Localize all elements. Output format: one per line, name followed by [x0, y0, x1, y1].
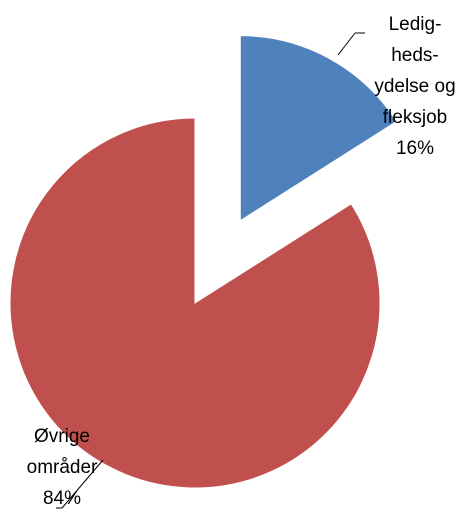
leader-line: [61, 459, 104, 509]
pie-slice: [239, 35, 398, 222]
slice-label: heds-: [391, 45, 439, 66]
leader-line: [337, 32, 356, 56]
slice-label: områder: [27, 457, 98, 478]
pie-slice: [9, 117, 381, 489]
slice-label: ydelse og: [374, 76, 455, 97]
slice-value-label: 84%: [43, 488, 81, 509]
slice-label: fleksjob: [383, 107, 447, 128]
slice-label: Øvrige: [34, 426, 90, 447]
slice-label: Ledig-: [389, 14, 442, 35]
slice-value-label: 16%: [396, 138, 434, 159]
